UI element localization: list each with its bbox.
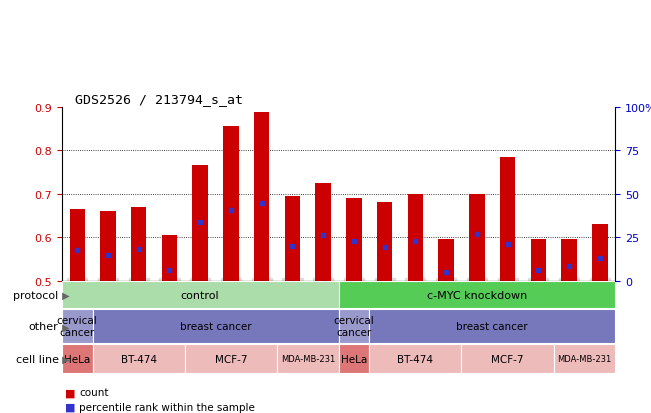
- Text: breast cancer: breast cancer: [180, 321, 251, 332]
- Text: BT-474: BT-474: [397, 354, 434, 364]
- Bar: [592, 225, 607, 281]
- Text: breast cancer: breast cancer: [456, 321, 528, 332]
- Bar: [284, 196, 300, 281]
- Bar: [408, 194, 423, 281]
- Text: protocol: protocol: [13, 290, 59, 300]
- Text: BT-474: BT-474: [120, 354, 157, 364]
- Bar: [161, 235, 177, 281]
- Bar: [131, 207, 146, 281]
- Text: percentile rank within the sample: percentile rank within the sample: [79, 402, 255, 412]
- Text: ■: ■: [65, 387, 76, 397]
- Bar: [469, 194, 484, 281]
- Text: c-MYC knockdown: c-MYC knockdown: [427, 290, 527, 300]
- Text: ▶: ▶: [59, 290, 70, 300]
- Text: ▶: ▶: [59, 354, 70, 364]
- Bar: [62, 310, 92, 343]
- Bar: [223, 127, 239, 281]
- Bar: [369, 344, 462, 373]
- Bar: [316, 183, 331, 281]
- Bar: [193, 166, 208, 281]
- Bar: [346, 199, 361, 281]
- Bar: [339, 281, 615, 309]
- Text: ▶: ▶: [59, 321, 70, 332]
- Bar: [185, 344, 277, 373]
- Text: HeLa: HeLa: [340, 354, 367, 364]
- Text: HeLa: HeLa: [64, 354, 90, 364]
- Bar: [62, 281, 339, 309]
- Bar: [339, 344, 369, 373]
- Bar: [561, 240, 577, 281]
- Text: ■: ■: [65, 402, 76, 412]
- Text: cell line: cell line: [16, 354, 59, 364]
- Text: cervical
cancer: cervical cancer: [333, 316, 374, 337]
- Text: MDA-MB-231: MDA-MB-231: [557, 354, 611, 363]
- Bar: [500, 157, 516, 281]
- Bar: [254, 113, 270, 281]
- Text: GDS2526 / 213794_s_at: GDS2526 / 213794_s_at: [75, 93, 243, 105]
- Text: MCF-7: MCF-7: [215, 354, 247, 364]
- Text: MDA-MB-231: MDA-MB-231: [281, 354, 335, 363]
- Bar: [62, 344, 92, 373]
- Bar: [369, 310, 615, 343]
- Bar: [92, 344, 185, 373]
- Text: count: count: [79, 387, 109, 397]
- Text: MCF-7: MCF-7: [492, 354, 524, 364]
- Bar: [92, 310, 339, 343]
- Bar: [377, 203, 393, 281]
- Bar: [339, 310, 369, 343]
- Text: other: other: [29, 321, 59, 332]
- Bar: [462, 344, 554, 373]
- Bar: [554, 344, 615, 373]
- Text: control: control: [181, 290, 219, 300]
- Bar: [438, 240, 454, 281]
- Text: cervical
cancer: cervical cancer: [57, 316, 98, 337]
- Bar: [277, 344, 339, 373]
- Bar: [70, 209, 85, 281]
- Bar: [531, 240, 546, 281]
- Bar: [100, 211, 116, 281]
